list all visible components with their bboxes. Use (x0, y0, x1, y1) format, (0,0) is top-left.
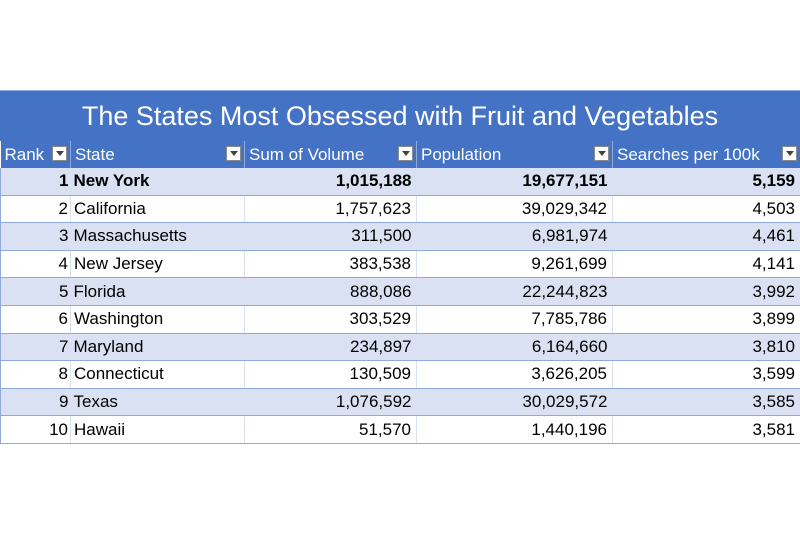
dropdown-filter-icon[interactable] (398, 146, 413, 161)
column-header-searches: Searches per 100k (612, 141, 800, 168)
column-header-state: State (70, 141, 245, 168)
table-row: 2 California 1,757,623 39,029,342 4,503 (0, 195, 800, 224)
cell-population[interactable]: 6,164,660 (416, 333, 613, 362)
cell-volume[interactable]: 1,015,188 (244, 168, 417, 196)
cell-rank[interactable]: 9 (0, 388, 71, 417)
cell-state[interactable]: Hawaii (70, 415, 245, 444)
cell-population[interactable]: 3,626,205 (416, 360, 613, 389)
table-row: 10 Hawaii 51,570 1,440,196 3,581 (0, 415, 800, 444)
cell-population[interactable]: 30,029,572 (416, 388, 613, 417)
cell-volume[interactable]: 234,897 (244, 333, 417, 362)
cell-volume[interactable]: 888,086 (244, 277, 417, 306)
column-header-population: Population (416, 141, 613, 168)
cell-state[interactable]: Maryland (70, 333, 245, 362)
cell-rank[interactable]: 4 (0, 250, 71, 279)
cell-rank[interactable]: 6 (0, 305, 71, 334)
table-title: The States Most Obsessed with Fruit and … (0, 90, 800, 141)
table-row: 1 New York 1,015,188 19,677,151 5,159 (0, 168, 800, 196)
cell-volume[interactable]: 303,529 (244, 305, 417, 334)
cell-searches[interactable]: 4,503 (612, 195, 800, 224)
column-header-label: Searches per 100k (617, 144, 760, 164)
data-table: Rank State Sum of Volume (0, 141, 800, 444)
cell-rank[interactable]: 5 (0, 277, 71, 306)
cell-rank[interactable]: 8 (0, 360, 71, 389)
table-row: 4 New Jersey 383,538 9,261,699 4,141 (0, 250, 800, 279)
cell-population[interactable]: 1,440,196 (416, 415, 613, 444)
cell-state[interactable]: Florida (70, 277, 245, 306)
dropdown-filter-icon[interactable] (782, 146, 797, 161)
cell-searches[interactable]: 3,585 (612, 388, 800, 417)
table-row: 7 Maryland 234,897 6,164,660 3,810 (0, 333, 800, 362)
cell-searches[interactable]: 3,899 (612, 305, 800, 334)
cell-volume[interactable]: 311,500 (244, 222, 417, 251)
cell-population[interactable]: 9,261,699 (416, 250, 613, 279)
table-row: 8 Connecticut 130,509 3,626,205 3,599 (0, 360, 800, 389)
cell-rank[interactable]: 3 (0, 222, 71, 251)
table-row: 9 Texas 1,076,592 30,029,572 3,585 (0, 388, 800, 417)
cell-volume[interactable]: 51,570 (244, 415, 417, 444)
cell-searches[interactable]: 4,461 (612, 222, 800, 251)
cell-state[interactable]: New Jersey (70, 250, 245, 279)
cell-state[interactable]: Texas (70, 388, 245, 417)
column-header-volume: Sum of Volume (244, 141, 417, 168)
cell-state[interactable]: Massachusetts (70, 222, 245, 251)
cell-searches[interactable]: 3,992 (612, 277, 800, 306)
cell-rank[interactable]: 10 (0, 415, 71, 444)
cell-population[interactable]: 6,981,974 (416, 222, 613, 251)
cell-searches[interactable]: 3,810 (612, 333, 800, 362)
column-header-label: Population (421, 144, 502, 164)
cell-searches[interactable]: 5,159 (612, 168, 800, 196)
cell-state[interactable]: California (70, 195, 245, 224)
spreadsheet-table: The States Most Obsessed with Fruit and … (0, 90, 800, 444)
cell-searches[interactable]: 3,599 (612, 360, 800, 389)
cell-state[interactable]: New York (70, 168, 245, 196)
cell-searches[interactable]: 3,581 (612, 415, 800, 444)
cell-rank[interactable]: 2 (0, 195, 71, 224)
column-header-label: Rank (4, 144, 45, 164)
column-header-label: Sum of Volume (249, 144, 365, 164)
dropdown-filter-icon[interactable] (226, 146, 241, 161)
cell-volume[interactable]: 383,538 (244, 250, 417, 279)
table-row: 6 Washington 303,529 7,785,786 3,899 (0, 305, 800, 334)
cell-rank[interactable]: 1 (0, 168, 71, 196)
cell-state[interactable]: Washington (70, 305, 245, 334)
cell-volume[interactable]: 1,076,592 (244, 388, 417, 417)
column-header-rank: Rank (0, 141, 71, 168)
cell-population[interactable]: 39,029,342 (416, 195, 613, 224)
cell-searches[interactable]: 4,141 (612, 250, 800, 279)
dropdown-filter-icon[interactable] (52, 146, 67, 161)
cell-rank[interactable]: 7 (0, 333, 71, 362)
cell-population[interactable]: 7,785,786 (416, 305, 613, 334)
table-row: 3 Massachusetts 311,500 6,981,974 4,461 (0, 222, 800, 251)
table-row: 5 Florida 888,086 22,244,823 3,992 (0, 277, 800, 306)
cell-state[interactable]: Connecticut (70, 360, 245, 389)
cell-volume[interactable]: 130,509 (244, 360, 417, 389)
header-row: Rank State Sum of Volume (0, 141, 800, 168)
column-header-label: State (75, 144, 115, 164)
cell-population[interactable]: 22,244,823 (416, 277, 613, 306)
cell-population[interactable]: 19,677,151 (416, 168, 613, 196)
dropdown-filter-icon[interactable] (594, 146, 609, 161)
cell-volume[interactable]: 1,757,623 (244, 195, 417, 224)
